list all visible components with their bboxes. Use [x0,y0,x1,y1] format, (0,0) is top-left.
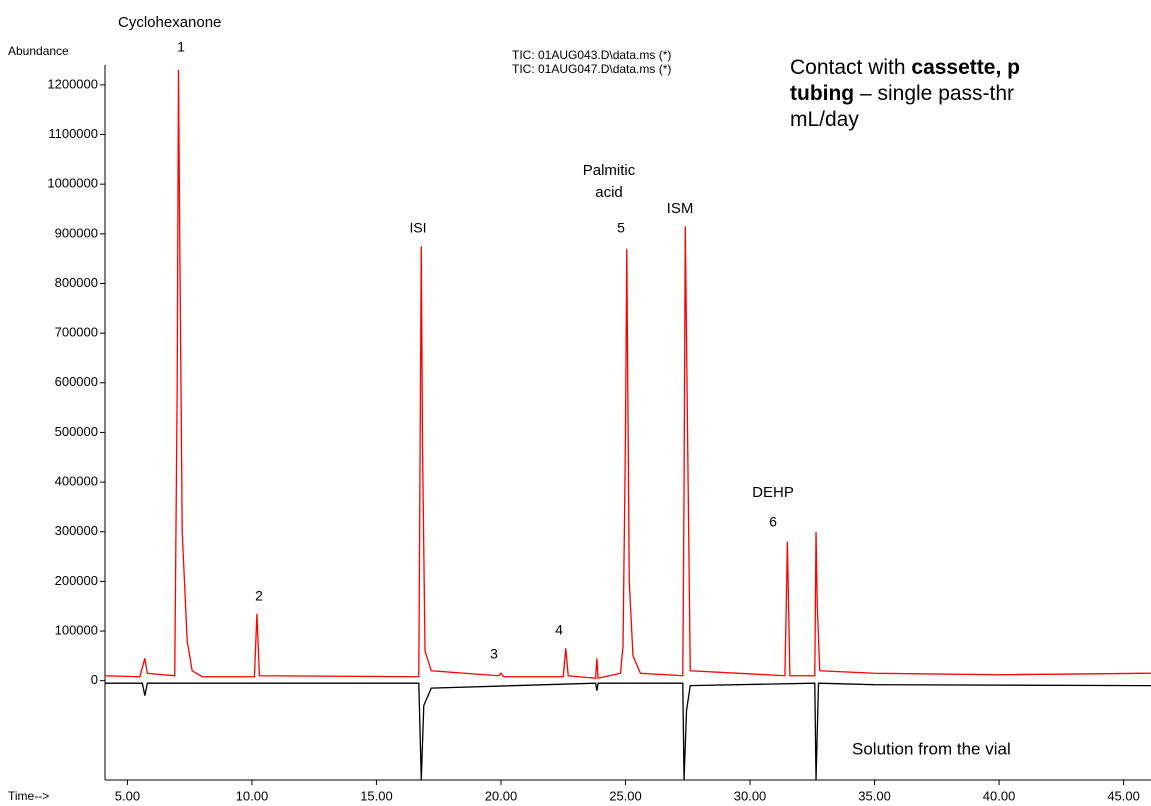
y-tick-label: 1000000 [47,176,98,191]
annotation: 6 [769,514,777,530]
annotation: ISI [409,220,426,236]
trace [105,682,1151,781]
y-tick-label: 300000 [55,523,98,538]
y-tick-label: 800000 [55,275,98,290]
annotation: 3 [490,646,498,662]
x-tick-label: 35.00 [858,788,891,803]
y-tick-label: 600000 [55,374,98,389]
y-tick-label: 100000 [55,622,98,637]
y-tick-label: 900000 [55,225,98,240]
y-axis-label: Abundance [8,44,69,58]
annotation: 5 [617,220,625,236]
annotation: ISM [667,200,694,217]
x-tick-label: 5.00 [115,788,140,803]
annotation: Solution from the vial [852,739,1011,758]
x-tick-label: 45.00 [1107,788,1140,803]
legend-entry: TIC: 01AUG043.D\data.ms (*) [512,48,671,62]
y-tick-label: 700000 [55,325,98,340]
x-tick-label: 40.00 [983,788,1016,803]
annotation: 4 [555,622,563,638]
annotation: Palmitic [583,162,636,179]
y-tick-label: 500000 [55,424,98,439]
annotation: DEHP [752,484,794,501]
trace [104,69,1151,680]
y-tick-label: 1200000 [47,76,98,91]
x-tick-label: 30.00 [734,788,767,803]
annotation: 2 [255,588,263,604]
y-tick-label: 200000 [55,573,98,588]
annotation: 1 [177,39,185,55]
x-tick-label: 10.00 [236,788,269,803]
x-tick-label: 20.00 [485,788,518,803]
x-tick-label: 25.00 [609,788,642,803]
annotation: acid [595,184,623,201]
y-tick-label: 400000 [55,474,98,489]
note: Contact with cassette, p tubing – single … [790,56,1020,131]
y-tick-label: 1100000 [48,126,98,141]
x-tick-label: 15.00 [360,788,393,803]
annotation: Cyclohexanone [118,14,221,31]
x-axis-label: Time--> [8,789,49,803]
legend-entry: TIC: 01AUG047.D\data.ms (*) [512,62,671,76]
y-tick-label: 0 [91,672,98,687]
